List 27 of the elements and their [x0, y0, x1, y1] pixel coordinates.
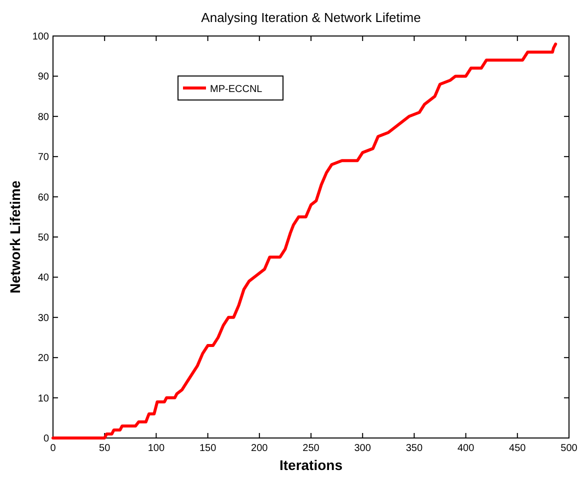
y-tick-label: 30 [38, 312, 50, 324]
y-tick-label: 10 [38, 393, 50, 404]
chart-title: Analysing Iteration & Network Lifetime [201, 10, 421, 25]
x-tick-label: 500 [560, 443, 578, 454]
y-tick-label: 70 [38, 152, 50, 164]
x-tick-label: 100 [148, 443, 165, 454]
x-tick-label: 200 [251, 443, 268, 454]
x-tick-label: 450 [509, 443, 526, 454]
y-tick-label: 90 [38, 72, 50, 83]
x-tick-label: 350 [406, 443, 423, 454]
x-tick-label: 150 [199, 443, 217, 454]
x-tick-label: 50 [99, 443, 111, 454]
y-tick-label: 0 [43, 434, 50, 444]
x-tick-label: 0 [50, 443, 56, 454]
legend-label: MP-ECCNL [210, 84, 263, 95]
y-axis-title: Network Lifetime [7, 180, 23, 294]
x-tick-label: 400 [457, 443, 475, 454]
x-tick-label: 300 [354, 443, 372, 454]
y-tick-label: 100 [32, 32, 50, 42]
y-tick-label: 20 [38, 353, 50, 364]
y-tick-label: 80 [38, 112, 50, 123]
y-tick-label: 40 [38, 272, 50, 284]
y-tick-label: 60 [38, 192, 50, 204]
y-tick-label: 50 [38, 232, 50, 244]
line-series [52, 42, 558, 440]
x-axis-title: Iterations [279, 457, 343, 473]
x-tick-label: 250 [302, 443, 320, 454]
